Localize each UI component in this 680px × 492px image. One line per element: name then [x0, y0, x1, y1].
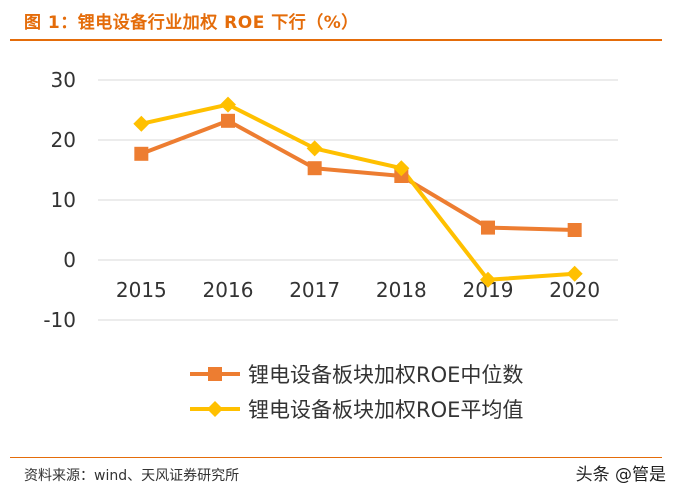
data-point-marker — [221, 113, 235, 128]
x-tick-label: 2015 — [116, 278, 167, 302]
y-tick-label: 30 — [51, 68, 76, 92]
series-lines — [140, 102, 575, 282]
series-line-2 — [140, 102, 575, 282]
data-point-marker — [306, 140, 323, 157]
title-divider — [10, 39, 662, 41]
y-tick-label: -10 — [43, 308, 76, 332]
data-point-marker — [393, 160, 410, 177]
footer-divider — [10, 457, 662, 458]
series-markers — [133, 96, 583, 288]
data-point-marker — [481, 220, 495, 235]
data-point-marker — [567, 223, 582, 237]
x-tick-label: 2018 — [376, 278, 427, 302]
watermark-text: 头条 @管是 — [575, 465, 666, 485]
data-point-marker — [566, 265, 583, 282]
legend-label: 锂电设备板块加权ROE平均值 — [248, 398, 523, 422]
x-tick-label: 2017 — [289, 278, 340, 302]
y-tick-label: 20 — [51, 128, 76, 152]
legend-marker — [207, 401, 223, 417]
source-note: 资料来源：wind、天风证券研究所 — [24, 468, 240, 484]
y-tick-label: 0 — [63, 248, 76, 272]
x-axis-ticks: 2015 2016 2017 2018 2019 2020 — [116, 278, 600, 302]
gridlines — [98, 79, 618, 321]
data-point-marker — [480, 271, 496, 288]
data-point-marker — [307, 161, 322, 176]
data-point-marker — [134, 146, 149, 161]
series-line-1 — [140, 118, 575, 232]
data-point-marker — [220, 96, 236, 113]
legend-marker — [208, 367, 222, 381]
legend-label: 锂电设备板块加权ROE中位数 — [248, 363, 523, 387]
data-point-marker — [133, 115, 150, 132]
y-axis-ticks: 30 20 10 0 -10 — [43, 68, 76, 332]
x-tick-label: 2020 — [549, 278, 600, 302]
y-tick-label: 10 — [51, 188, 76, 212]
x-tick-label: 2016 — [203, 278, 254, 302]
chart-title: 图 1：锂电设备行业加权 ROE 下行（%） — [24, 13, 359, 33]
